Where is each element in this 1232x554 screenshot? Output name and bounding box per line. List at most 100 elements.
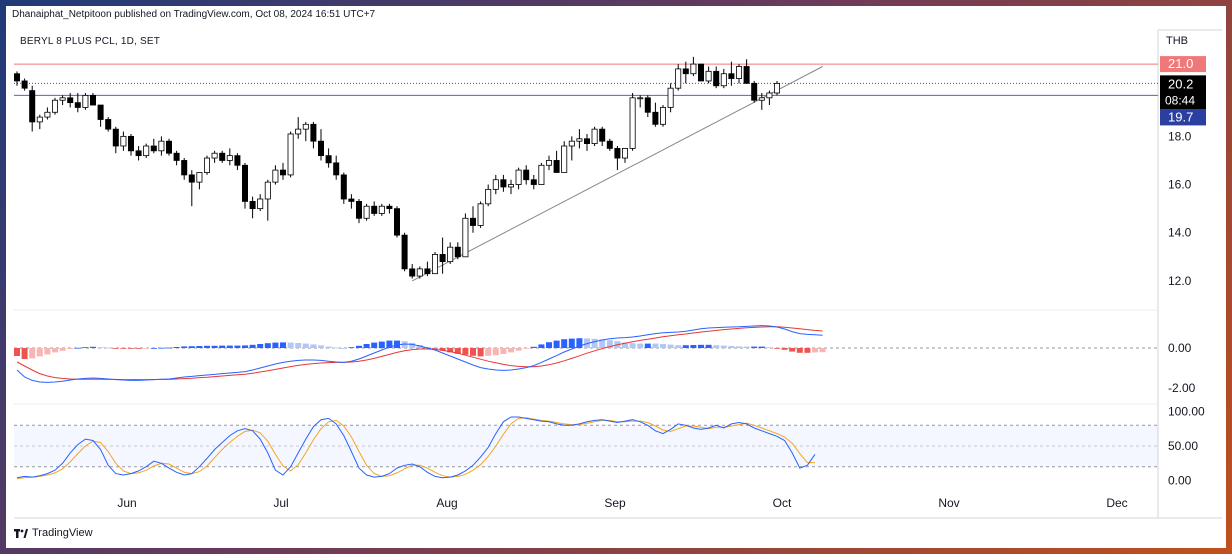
candle-body — [317, 140, 324, 157]
price-pane — [13, 56, 1158, 282]
footer-brand[interactable]: TradingView — [14, 527, 93, 539]
macd-histogram-bar — [325, 346, 332, 348]
badge-resistance: 21.0 — [1168, 56, 1193, 71]
candle-body — [249, 201, 256, 210]
macd-histogram-bar — [143, 348, 150, 349]
macd-histogram-bar — [264, 343, 271, 348]
symbol-line[interactable]: BERYL 8 PLUS PCL, 1D, SET — [20, 36, 161, 47]
candle — [644, 95, 651, 118]
macd-histogram-bar — [363, 344, 370, 348]
candle-body — [614, 148, 621, 159]
macd-histogram-bar — [242, 345, 248, 348]
macd-histogram-bar — [713, 345, 720, 348]
candle — [211, 150, 218, 163]
macd-histogram-bar — [295, 343, 302, 348]
candle — [584, 133, 591, 151]
macd-histogram-bar — [21, 348, 28, 359]
candle — [705, 66, 712, 84]
macd-histogram-bar — [378, 341, 385, 348]
macd-pane — [14, 325, 1158, 383]
macd-histogram-bar — [546, 342, 552, 348]
macd-histogram-bar — [97, 347, 104, 348]
candle-body — [13, 73, 20, 82]
macd-histogram-bar — [204, 345, 210, 348]
macd-histogram-bar — [59, 348, 66, 351]
candle — [355, 199, 362, 224]
candle-body — [766, 92, 773, 99]
candle — [143, 143, 150, 159]
macd-histogram-bar — [150, 348, 157, 349]
candle — [272, 165, 279, 185]
candle — [249, 196, 256, 219]
candle — [713, 66, 720, 89]
footer-brand-label: TradingView — [32, 527, 93, 539]
candle-body — [553, 160, 560, 173]
macd-histogram-bar — [629, 343, 636, 348]
candle-body — [211, 152, 218, 159]
badge-support-bg — [1160, 109, 1206, 126]
candle-body — [29, 90, 36, 123]
candle-body — [469, 217, 476, 226]
candle-body — [416, 268, 423, 277]
candle-body — [507, 184, 514, 188]
candle-body — [774, 82, 781, 94]
candle — [241, 162, 248, 209]
candle-body — [713, 70, 720, 87]
macd-histogram-bar — [774, 348, 780, 349]
candle-body — [743, 66, 750, 84]
candle-body — [758, 97, 765, 101]
candle-body — [181, 160, 188, 176]
candle-body — [150, 145, 157, 152]
macd-histogram-bar — [82, 347, 89, 348]
candle — [409, 264, 416, 279]
macd-histogram-bar — [652, 343, 659, 348]
candle-body — [325, 155, 332, 164]
candle — [74, 93, 81, 113]
macd-histogram-bar — [720, 345, 727, 348]
candle — [477, 201, 484, 228]
macd-histogram-bar — [515, 348, 522, 351]
macd-histogram-bar — [120, 348, 127, 349]
candle — [36, 114, 43, 130]
candle — [553, 150, 560, 173]
badge-support: 19.7 — [1168, 109, 1193, 124]
candle-body — [561, 145, 568, 173]
candle-body — [371, 205, 378, 214]
macd-histogram-bar — [90, 346, 96, 348]
candle-body — [188, 174, 195, 183]
candle — [120, 131, 127, 151]
macd-histogram-bar — [538, 344, 545, 348]
candle-body — [241, 164, 248, 202]
candle — [378, 203, 385, 216]
candle — [340, 172, 347, 204]
candle — [743, 59, 750, 84]
stoch-k-line — [16, 416, 816, 479]
macd-histogram-bar — [819, 348, 826, 353]
candle-body — [386, 205, 393, 210]
candle — [386, 203, 393, 214]
candle — [90, 93, 97, 106]
candle-body — [439, 254, 446, 263]
candle-body — [82, 95, 89, 108]
candle — [234, 153, 241, 171]
candle — [29, 85, 36, 132]
macd-histogram-bar — [705, 344, 712, 348]
candle — [637, 95, 644, 108]
stochastic-pane — [14, 416, 1158, 479]
candle-body — [401, 234, 408, 270]
price-tick: 12.0 — [1168, 274, 1192, 288]
candle — [667, 83, 674, 113]
candle — [158, 136, 165, 156]
candle — [264, 179, 271, 221]
candle-body — [424, 268, 431, 275]
macd-histogram-bar — [52, 348, 58, 353]
candle-body — [105, 119, 112, 130]
candle-body — [599, 128, 606, 142]
candle-body — [120, 135, 127, 147]
time-tick-dec: Dec — [1106, 496, 1127, 510]
candle — [219, 150, 226, 163]
candle — [766, 90, 773, 106]
macd-histogram-bar — [29, 348, 36, 359]
candle-body — [158, 140, 165, 152]
